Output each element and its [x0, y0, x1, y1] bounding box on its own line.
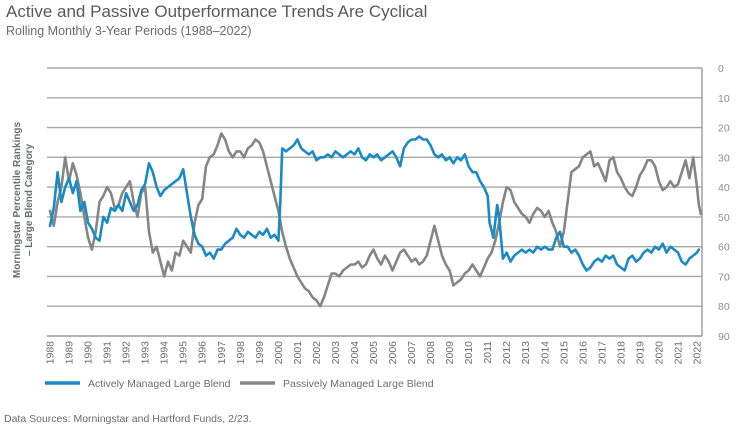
x-tick-label: 2016 — [577, 341, 589, 365]
x-tick-label: 1997 — [216, 341, 228, 365]
x-tick-label: 2019 — [634, 341, 646, 365]
x-tick-label: 2018 — [615, 341, 627, 365]
x-axis-ticks: 1988 1989 1990 1991 1992 1993 1994 1995 1996 1997… — [45, 341, 704, 365]
legend-label-active: Actively Managed Large Blend — [88, 378, 231, 390]
x-tick-label: 2010 — [463, 341, 475, 365]
x-tick-label: 1996 — [197, 341, 209, 365]
y-axis-label: Morningstar Percentile Rankings – Large … — [12, 121, 35, 278]
x-tick-label: 2020 — [653, 341, 665, 365]
x-tick-label: 1988 — [45, 341, 57, 365]
x-tick-label: 2009 — [444, 341, 456, 365]
x-tick-label: 1995 — [178, 341, 190, 365]
x-tick-label: 2001 — [292, 341, 304, 365]
y-axis-label-line-2: – Large Blend Category — [24, 143, 35, 256]
x-tick-label: 2014 — [539, 341, 551, 365]
x-tick-label: 2015 — [558, 341, 570, 365]
x-tick-label: 1998 — [235, 341, 247, 365]
x-tick-label: 1990 — [83, 341, 95, 365]
x-tick-label: 2004 — [349, 341, 361, 365]
x-tick-label: 2013 — [520, 341, 532, 365]
y-tick-label: 20 — [718, 123, 730, 135]
x-tick-label: 1989 — [64, 341, 76, 365]
y-tick-label: 50 — [718, 212, 730, 224]
x-tick-label: 2008 — [425, 341, 437, 365]
gridlines — [47, 67, 703, 337]
x-tick-label: 1994 — [159, 341, 171, 365]
x-tick-label: 2007 — [406, 341, 418, 365]
x-tick-label: 2011 — [482, 341, 494, 364]
x-tick-label: 2021 — [672, 341, 684, 365]
x-tick-label: 1992 — [121, 341, 133, 365]
y-tick-label: 40 — [718, 182, 730, 194]
y-tick-label: 30 — [718, 152, 730, 164]
x-tick-label: 2022 — [692, 341, 704, 365]
series-lines — [48, 132, 703, 308]
x-tick-label: 1991 — [102, 341, 114, 365]
y-tick-label: 0 — [718, 63, 724, 75]
x-tick-label: 2006 — [387, 341, 399, 365]
x-tick-label: 2017 — [596, 341, 608, 365]
x-tick-label: 1999 — [254, 341, 266, 365]
x-tick-label: 2005 — [368, 341, 380, 365]
y-tick-label: 70 — [718, 271, 730, 283]
chart-subtitle: Rolling Monthly 3-Year Periods (1988–202… — [6, 24, 252, 38]
y-tick-label: 90 — [718, 331, 730, 343]
x-tick-label: 2012 — [501, 341, 513, 365]
y-tick-label: 80 — [718, 301, 730, 313]
x-tick-label: 2000 — [273, 341, 285, 365]
chart-title: Active and Passive Outperformance Trends… — [6, 2, 428, 21]
legend-label-passive: Passively Managed Large Blend — [283, 378, 434, 390]
data-source-note: Data Sources: Morningstar and Hartford F… — [4, 413, 252, 425]
series-line-active — [48, 135, 701, 272]
x-tick-label: 1993 — [140, 341, 152, 365]
series-line-passive — [48, 132, 703, 308]
x-tick-label: 2002 — [311, 341, 323, 365]
y-tick-label: 60 — [718, 242, 730, 254]
x-tick-label: 2003 — [330, 341, 342, 365]
legend: Actively Managed Large Blend Passively M… — [45, 378, 434, 390]
y-axis-ticks: 0 10 20 30 40 50 60 70 80 90 — [718, 63, 730, 343]
y-tick-label: 10 — [718, 93, 730, 105]
y-axis-label-line-1: Morningstar Percentile Rankings — [12, 121, 23, 278]
